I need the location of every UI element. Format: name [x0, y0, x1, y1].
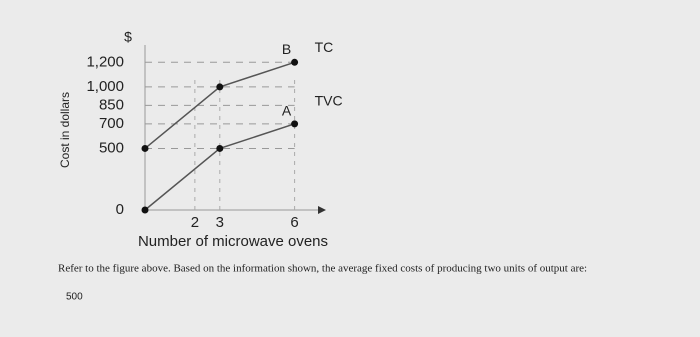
series-label: TC	[315, 39, 334, 55]
y-unit: $	[124, 29, 132, 45]
x-tick-label: 3	[216, 214, 224, 231]
data-point	[216, 83, 224, 91]
x-tick-label: 6	[290, 214, 298, 231]
y-axis-label: Cost in dollars	[58, 92, 72, 168]
y-tick-label: 1,200	[86, 53, 124, 70]
question: Refer to the figure above. Based on the …	[58, 263, 587, 275]
y-tick-label: 0	[116, 201, 124, 218]
x-axis-arrow	[318, 206, 326, 214]
data-point	[141, 144, 149, 152]
series-label: TVC	[315, 93, 343, 109]
point-label: A	[282, 103, 292, 119]
data-point	[141, 206, 149, 214]
data-point	[291, 120, 299, 128]
x-axis-label: Number of microwave ovens	[138, 233, 328, 250]
data-point	[291, 58, 299, 66]
y-tick-label: 850	[99, 96, 124, 113]
data-point	[216, 144, 224, 152]
y-tick-label: 700	[99, 115, 124, 132]
y-tick-label: 500	[99, 139, 124, 156]
point-label: B	[282, 41, 291, 57]
answer-option[interactable]: 500	[66, 292, 83, 303]
x-tick-label: 2	[191, 214, 199, 231]
y-tick-label: 1,000	[86, 78, 124, 95]
